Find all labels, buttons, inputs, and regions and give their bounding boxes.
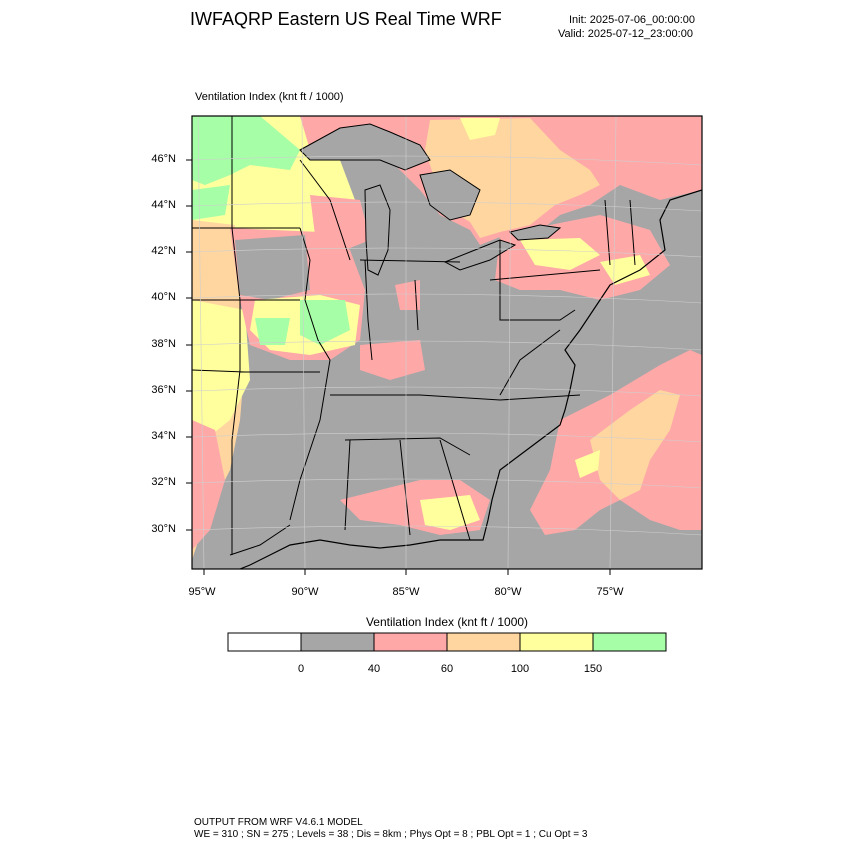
lat-label: 38°N — [151, 338, 176, 350]
legend-tick: 0 — [297, 663, 305, 675]
legend-colorbar — [227, 632, 667, 652]
ct-yellow-region — [600, 255, 650, 285]
lon-label: 80°W — [494, 586, 522, 598]
plains-green-north — [192, 116, 300, 185]
plains-green-patch — [192, 185, 230, 220]
valid-time-label: Valid: 2025-07-12_23:00:00 — [558, 28, 693, 40]
field-label: Ventilation Index (knt ft / 1000) — [195, 91, 344, 103]
map-frame — [191, 115, 703, 570]
legend-tick: 100 — [510, 663, 530, 675]
lon-label: 85°W — [392, 586, 420, 598]
lat-label: 40°N — [151, 291, 176, 303]
legend-tick: 40 — [367, 663, 381, 675]
canada-yellow-patch — [460, 118, 500, 140]
lat-label: 46°N — [151, 153, 176, 165]
legend-swatch — [227, 632, 302, 652]
lat-label: 34°N — [151, 430, 176, 442]
lake-ontario — [509, 224, 562, 241]
lat-label: 30°N — [151, 523, 176, 535]
lake-erie — [443, 239, 517, 271]
lat-label: 32°N — [151, 476, 176, 488]
atlantic-gulf-coastline — [239, 189, 702, 569]
lon-label: 90°W — [291, 586, 319, 598]
map-title: IWFAQRP Eastern US Real Time WRF — [190, 9, 502, 29]
ny-yellow-region — [520, 238, 600, 270]
lat-label: 36°N — [151, 384, 176, 396]
legend-tick: 60 — [440, 663, 454, 675]
legend-title: Ventilation Index (knt ft / 1000) — [365, 615, 529, 629]
indiana-pink-patch — [395, 280, 420, 310]
axis-ticks — [186, 159, 611, 575]
model-info-line-1: OUTPUT FROM WRF V4.6.1 MODEL — [194, 817, 363, 828]
legend-swatch — [519, 632, 594, 652]
legend-swatch — [373, 632, 448, 652]
lake-huron — [419, 169, 481, 221]
state-boundaries — [192, 116, 636, 556]
plains-yellow-south — [192, 300, 250, 450]
legend-swatch — [300, 632, 375, 652]
lat-label: 42°N — [151, 245, 176, 257]
plains-pink-south — [192, 420, 225, 550]
legend-swatch — [592, 632, 667, 652]
model-info-line-2: WE = 310 ; SN = 275 ; Levels = 38 ; Dis … — [194, 829, 588, 840]
lat-label: 44°N — [151, 199, 176, 211]
lake-michigan — [364, 184, 391, 276]
graticule — [192, 116, 702, 569]
lake-superior — [299, 123, 431, 171]
init-time-label: Init: 2025-07-06_00:00:00 — [569, 14, 695, 26]
atlantic-orange-region — [590, 390, 680, 500]
kentucky-pink-patch — [360, 340, 425, 380]
wisconsin-pink-region — [310, 195, 370, 250]
missouri-green-region — [255, 318, 290, 345]
atlantic-yellow-patch — [575, 450, 600, 478]
lon-label: 95°W — [188, 586, 216, 598]
iowa-low-region — [235, 235, 310, 300]
lon-label: 75°W — [596, 586, 624, 598]
georgia-yellow-region — [420, 495, 480, 530]
legend-tick: 150 — [583, 663, 603, 675]
illinois-green-region — [300, 300, 350, 345]
legend-swatch — [446, 632, 521, 652]
